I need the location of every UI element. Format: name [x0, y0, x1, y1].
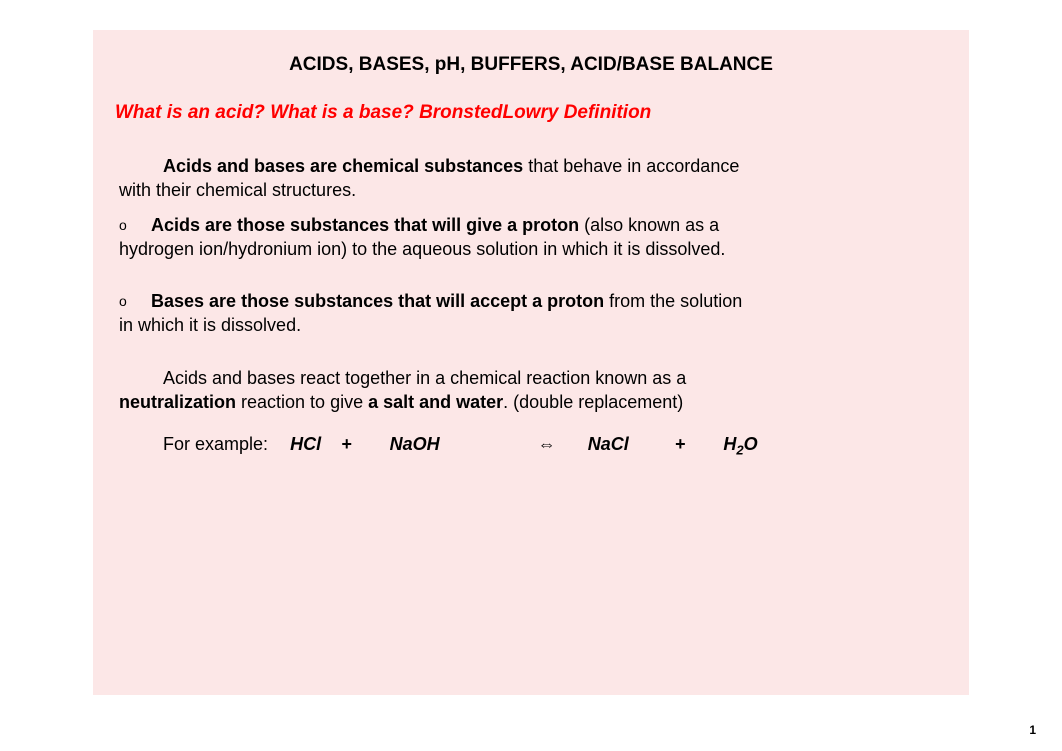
plus-icon: +: [341, 432, 352, 456]
slide-subheading: What is an acid? What is a base? Bronste…: [115, 102, 943, 124]
intro-line2: with their chemical structures.: [119, 178, 943, 202]
slide-card: ACIDS, BASES, pH, BUFFERS, ACID/BASE BAL…: [93, 30, 969, 695]
neut-post: . (double replacement): [503, 392, 683, 412]
paragraph-intro: Acids and bases are chemical substances …: [119, 154, 943, 203]
intro-bold: Acids and bases are chemical substances: [163, 156, 523, 176]
acids-rest: (also known as a: [579, 215, 719, 235]
intro-rest: that behave in accordance: [523, 156, 739, 176]
acids-line2: hydrogen ion/hydronium ion) to the aqueo…: [119, 237, 943, 261]
bases-bold: Bases are those substances that will acc…: [151, 291, 604, 311]
paragraph-neutralization: Acids and bases react together in a chem…: [119, 366, 943, 415]
slide-title: ACIDS, BASES, pH, BUFFERS, ACID/BASE BAL…: [119, 54, 943, 76]
equilibrium-arrow-icon: ⇔: [538, 432, 556, 456]
neut-pre: Acids and bases react together in a chem…: [163, 368, 686, 388]
bases-line2: in which it is dissolved.: [119, 313, 943, 337]
product-h2o: H2O: [723, 432, 757, 456]
slide-body: Acids and bases are chemical substances …: [119, 154, 943, 457]
bullet-bases: o Bases are those substances that will a…: [119, 289, 943, 338]
neut-bold2: a salt and water: [368, 392, 503, 412]
bullet-acids: o Acids are those substances that will g…: [119, 213, 943, 262]
page-number: 1: [1029, 723, 1036, 737]
reactant-naoh: NaOH: [390, 432, 440, 456]
plus-icon: +: [675, 432, 686, 456]
neut-bold1: neutralization: [119, 392, 236, 412]
product-nacl: NaCl: [588, 432, 629, 456]
reactant-hcl: HCl: [290, 432, 321, 456]
equation-label: For example:: [163, 432, 268, 456]
acids-bold: Acids are those substances that will giv…: [151, 215, 579, 235]
bases-rest: from the solution: [604, 291, 742, 311]
bullet-icon: o: [119, 213, 151, 237]
equation-row: For example: HCl + NaOH ⇔ NaCl + H2O: [163, 432, 943, 456]
bullet-icon: o: [119, 289, 151, 313]
neut-mid: reaction to give: [236, 392, 368, 412]
